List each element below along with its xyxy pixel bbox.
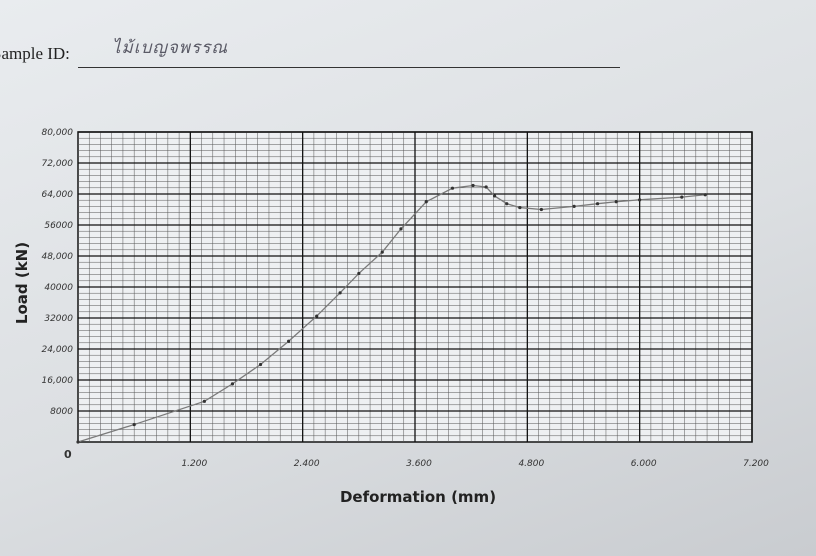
y-tick-label: 64,000 [42, 190, 74, 200]
data-point [230, 382, 235, 386]
data-point [315, 314, 319, 318]
x-tick-label: 2.400 [294, 459, 320, 469]
y-tick-label: 56000 [44, 221, 73, 231]
data-point [258, 362, 263, 367]
y-tick-label: 24,000 [42, 345, 74, 355]
series-group [76, 183, 707, 444]
data-point [595, 202, 600, 206]
sample-id-underline [78, 67, 620, 68]
y-tick-label: 72,000 [42, 159, 74, 169]
y-tick-label: 40000 [44, 283, 73, 293]
data-point [505, 202, 509, 206]
y-tick-label: 8000 [50, 407, 73, 417]
y-tick-label: 32000 [44, 314, 73, 324]
x-tick-labels: 1.200 2.400 3.600 4.800 6.000 7.200 [181, 459, 769, 469]
y-tick-label: 16,000 [42, 376, 74, 386]
y-tick-label: 80,000 [42, 128, 74, 138]
sample-id-value: ไม้เบญจพรรณ [112, 38, 229, 58]
major-grid [78, 131, 753, 442]
data-point [424, 200, 428, 204]
data-point [202, 399, 206, 403]
x-tick-label: 3.600 [406, 459, 432, 469]
x-tick-label: 6.000 [631, 459, 657, 469]
sample-id-label: Sample ID: [0, 44, 70, 63]
data-point [539, 207, 543, 212]
data-point [380, 250, 384, 254]
data-point [338, 291, 342, 295]
x-tick-label: 1.200 [181, 459, 207, 469]
data-point [132, 422, 136, 427]
y-axis-title: Load (kN) [13, 242, 31, 324]
data-point [471, 183, 475, 188]
x-axis-title: Deformation (mm) [340, 488, 496, 506]
data-point [614, 200, 618, 204]
y-tick-label: 48,000 [42, 252, 74, 262]
data-point [484, 185, 488, 189]
y-tick-labels: 8000 16,000 24,000 32000 40000 48,000 56000 64,… [42, 128, 74, 417]
x-tick-label: 7.200 [743, 459, 769, 469]
data-point [638, 198, 642, 202]
origin-label: 0 [64, 448, 72, 461]
data-point [357, 271, 361, 276]
data-point [680, 195, 684, 199]
data-point [572, 204, 576, 208]
data-point [518, 205, 522, 210]
data-point [399, 227, 403, 231]
data-point [703, 193, 707, 197]
data-point [450, 186, 455, 190]
data-point [287, 339, 291, 343]
data-point [492, 194, 497, 198]
data-point [76, 440, 80, 444]
x-tick-label: 4.800 [518, 459, 544, 469]
